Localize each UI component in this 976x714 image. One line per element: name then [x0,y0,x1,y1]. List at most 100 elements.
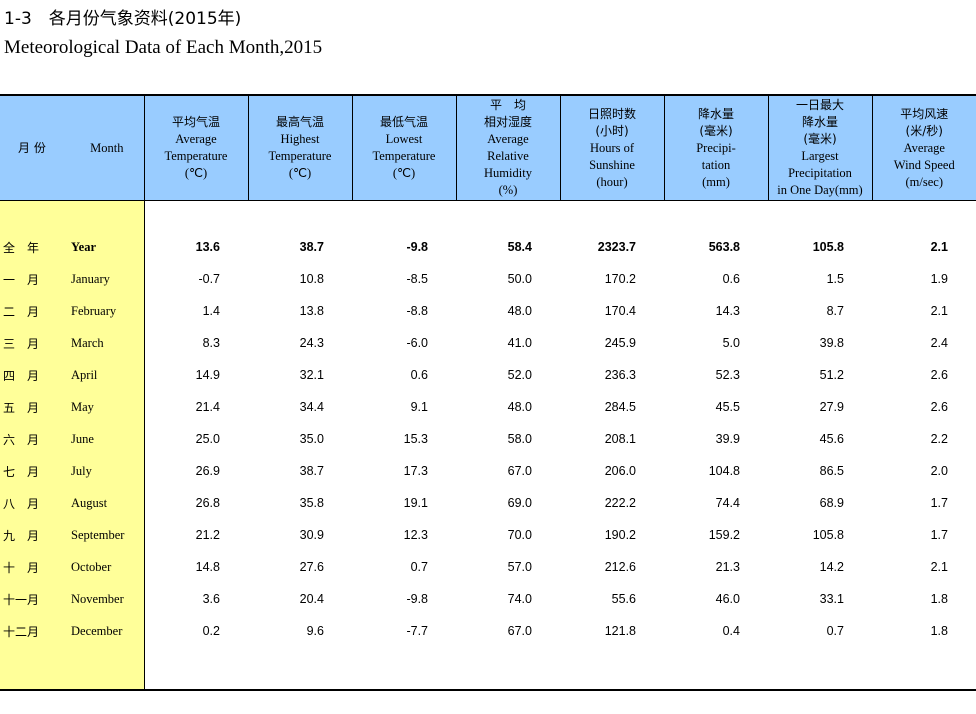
table-cell-value: 0.7 [826,624,844,638]
table-cell-value: 19.1 [403,496,428,510]
column-header-label-en: Humidity [484,166,532,180]
row-label-cell: 六 月 June [0,423,145,455]
column-header-label-en: Temperature [268,149,332,163]
row-label-cell: 四 月 April [0,359,145,391]
column-header-label-en: Highest [280,132,320,146]
table-cell-value: 74.0 [507,592,532,606]
row-label-en: January [71,271,110,286]
row-label-en: December [71,623,123,638]
row-label-cn: 全 年 [3,240,40,255]
column-header-label-cn: 平均气温 [171,115,220,129]
table-cell-value: 21.3 [715,560,740,574]
table-cell-value: 27.6 [299,560,324,574]
table-cell-value: 74.4 [715,496,740,510]
column-header-label-en: (℃) [392,166,416,180]
table-cell-value: 24.3 [299,336,324,350]
table-cell-value: 2.6 [930,368,948,382]
table-cell-value: 212.6 [604,560,636,574]
column-header-label-cn: 相对湿度 [483,115,532,129]
row-label-cell: 一 月 January [0,263,145,295]
column-header-5: 日照时数 (小时) Hours of Sunshine (hour) [559,94,664,201]
table-cell-value: 9.6 [306,624,324,638]
column-header-label-en: Temperature [372,149,436,163]
table-cell-value: 104.8 [708,464,740,478]
table-cell-value: 1.4 [202,304,220,318]
table-cell-value: 15.3 [403,432,428,446]
table-cell-value: 2.1 [930,240,948,254]
row-label-cell: 五 月 May [0,391,145,423]
table-cell-value: 35.8 [299,496,324,510]
row-label-en: July [71,463,92,478]
column-header-label-en: Precipi- [696,140,736,155]
column-header-8: 平均风速 (米/秒) Average Wind Speed (m/sec) [871,94,976,201]
table-row: 九 月 September 21.2 30.9 12.3 70.0 190.2 159.2 10… [0,519,976,551]
table-cell-value: 1.5 [826,272,844,286]
table-cell-value: -6.0 [406,336,428,350]
row-label-cell: 八 月 August [0,487,145,519]
table-row: 十二月 December 0.2 9.6 -7.7 67.0 121.8 0.4 0.7 1.8 [0,615,976,647]
column-header-label-cn: 平均风速 [900,106,949,121]
column-header-label-cn: 一日最大 [795,98,844,112]
table-cell-value: 2.6 [930,400,948,414]
table-cell-value: 33.1 [819,592,844,606]
table-cell-value: 13.6 [195,240,220,254]
row-label-cn: 八 月 [3,496,40,511]
table-row: 十 月 October 14.8 27.6 0.7 57.0 212.6 21.3 14.2 2.… [0,551,976,583]
table-cell-value: 86.5 [819,464,844,478]
table-row: 三 月 March 8.3 24.3 -6.0 41.0 245.9 5.0 39.8 2.4 [0,327,976,359]
table-cell-value: 48.0 [507,400,532,414]
table-cell-value: 35.0 [299,432,324,446]
table-cell-value: 45.6 [819,432,844,446]
row-label-cell: 三 月 March [0,327,145,359]
column-header-label-en: Average [487,132,529,146]
table-row: 五 月 May 21.4 34.4 9.1 48.0 284.5 45.5 27.9 2.6 [0,391,976,423]
table-cell-value: 0.4 [722,624,740,638]
table-cell-value: 121.8 [604,624,636,638]
table-cell-value: 26.9 [195,464,220,478]
table-cell-value: 13.8 [299,304,324,318]
column-header-label-en: Month [90,140,124,155]
table-cell-value: 52.0 [507,368,532,382]
table-cell-value: 208.1 [604,432,636,446]
column-header-label-en: Largest [801,149,839,163]
column-header-2: 最高气温 Highest Temperature (℃) [247,94,352,201]
table-cell-value: 48.0 [507,304,532,318]
row-label-cell: 十一月 November [0,583,145,615]
table-cell-value: 69.0 [507,496,532,510]
table-cell-value: 67.0 [507,624,532,638]
table-cell-value: 8.7 [826,304,844,318]
table-cell-value: -8.8 [406,304,428,318]
table-cell-value: 0.6 [410,368,428,382]
column-header-label-en: Wind Speed [893,157,955,172]
table-cell-value: 39.9 [715,432,740,446]
table-cell-value: 1.8 [930,592,948,606]
column-header-1: 平均气温 Average Temperature (℃) [143,94,248,201]
row-label-cell: 七 月 July [0,455,145,487]
table-bottom-spacer-row [0,647,976,691]
row-label-cn: 六 月 [3,432,40,447]
table-cell-value: 70.0 [507,528,532,542]
table-cell-value: 2.0 [930,464,948,478]
table-cell-value: 0.2 [202,624,220,638]
table-cell-value: 27.9 [819,400,844,414]
table-cell-value: 245.9 [604,336,636,350]
column-header-label-en: (%) [498,183,518,197]
table-cell-value: 68.9 [819,496,844,510]
column-header-label-en: tation [701,157,731,172]
row-label-en: August [71,495,108,510]
table-cell-value: 30.9 [299,528,324,542]
column-header-7: 一日最大 降水量 (毫米) Largest Precipitation in One Da… [767,94,872,201]
table-row: 全 年 Year 13.6 38.7 -9.8 58.4 2323.7 563.8 105.8 2… [0,231,976,263]
row-label-cn: 二 月 [3,304,40,319]
row-label-en: February [71,303,117,318]
table-row: 七 月 July 26.9 38.7 17.3 67.0 206.0 104.8 86.5 2.0 [0,455,976,487]
row-label-cn: 一 月 [3,272,40,287]
column-header-label-cn: 降水量 [697,106,734,121]
table-row: 四 月 April 14.9 32.1 0.6 52.0 236.3 52.3 51.2 2.6 [0,359,976,391]
table-cell-value: 2.1 [930,560,948,574]
table-cell-value: -8.5 [406,272,428,286]
table-cell-value: 17.3 [403,464,428,478]
table-cell-value: 26.8 [195,496,220,510]
table-cell-value: 9.1 [410,400,428,414]
table-cell-value: 206.0 [604,464,636,478]
